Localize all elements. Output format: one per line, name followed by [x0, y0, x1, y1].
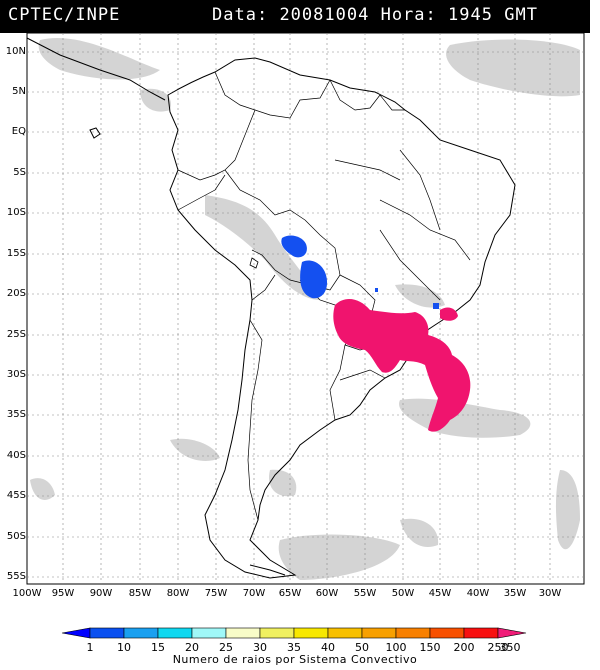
lon-label: 30W: [538, 588, 562, 599]
date-label: Data:: [212, 5, 269, 25]
colorbar-cell: [259, 627, 295, 639]
lake: [249, 257, 259, 269]
source-label: CPTEC/INPE: [8, 5, 121, 25]
hour-value: 1945: [448, 5, 493, 25]
colorbar-label: 15: [151, 641, 165, 654]
colorbar-label: 20: [185, 641, 199, 654]
date-value: 20081004: [279, 5, 370, 25]
colorbar-arrow-right: [497, 627, 527, 639]
lon-label: 40W: [466, 588, 490, 599]
colorbar-cell: [327, 627, 363, 639]
colorbar-cell: [395, 627, 431, 639]
lon-label: 60W: [315, 588, 339, 599]
map-frame: [26, 33, 585, 585]
lat-label: 35S: [6, 409, 26, 420]
lat-label: 5S: [13, 167, 26, 178]
cloud-cover: [30, 37, 580, 580]
colorbar-cell: [89, 627, 125, 639]
lon-label: 35W: [503, 588, 527, 599]
lat-lon-grid: [27, 33, 584, 584]
lon-label: 65W: [278, 588, 302, 599]
lat-label: 45S: [6, 490, 26, 501]
lat-label: EQ: [11, 126, 26, 137]
colorbar-cell: [123, 627, 159, 639]
lon-label: 45W: [428, 588, 452, 599]
lat-label: 30S: [6, 369, 26, 380]
colorbar-cell: [157, 627, 193, 639]
colorbar-cell: [463, 627, 499, 639]
colorbar-label: 250: [487, 641, 509, 654]
colorbar-title: Numero de raios por Sistema Convectivo: [172, 653, 418, 666]
lat-label: 10N: [5, 46, 26, 57]
lat-label: 40S: [6, 450, 26, 461]
lon-label: 80W: [166, 588, 190, 599]
storm-blue: [281, 235, 439, 309]
lon-label: 95W: [51, 588, 75, 599]
lat-label: 5N: [12, 86, 26, 97]
colorbar-label: 25: [219, 641, 233, 654]
map-header: CPTEC/INPE Data: 20081004 Hora: 1945 GMT: [0, 0, 590, 33]
colorbar-cell: [191, 627, 227, 639]
colorbar-label: 40: [321, 641, 335, 654]
lon-label: 55W: [353, 588, 377, 599]
coastlines: [26, 37, 516, 579]
colorbar-label: 35: [287, 641, 301, 654]
lat-label: 15S: [6, 248, 26, 259]
colorbar-label: 30: [253, 641, 267, 654]
storm-magenta: [333, 298, 471, 432]
lat-label: 10S: [6, 207, 26, 218]
colorbar-cell: [293, 627, 329, 639]
colorbar-label: 1: [86, 641, 94, 654]
lon-label: 70W: [242, 588, 266, 599]
colorbar-label: 150: [419, 641, 441, 654]
lon-label: 75W: [204, 588, 228, 599]
colorbar-label: 50: [355, 641, 369, 654]
lon-label: 90W: [89, 588, 113, 599]
date-text: Data: 20081004 Hora: 1945 GMT: [212, 5, 538, 25]
colorbar-label: 200: [453, 641, 475, 654]
lat-label: 55S: [6, 571, 26, 582]
lon-label: 50W: [391, 588, 415, 599]
hour-label: Hora:: [380, 5, 437, 25]
colorbar-cell: [361, 627, 397, 639]
colorbar-label: 100: [385, 641, 407, 654]
colorbar-cell: [225, 627, 261, 639]
lon-label: 85W: [128, 588, 152, 599]
colorbar: [61, 627, 527, 639]
colorbar-arrow-left: [61, 627, 91, 639]
lat-label: 20S: [6, 288, 26, 299]
satellite-map: [26, 33, 585, 585]
colorbar-cell: [429, 627, 465, 639]
lon-label: 100W: [12, 588, 42, 599]
timezone-label: GMT: [504, 5, 538, 25]
colorbar-label: 350: [499, 641, 521, 654]
colorbar-label: 10: [117, 641, 131, 654]
lat-label: 25S: [6, 329, 26, 340]
lat-label: 50S: [6, 531, 26, 542]
